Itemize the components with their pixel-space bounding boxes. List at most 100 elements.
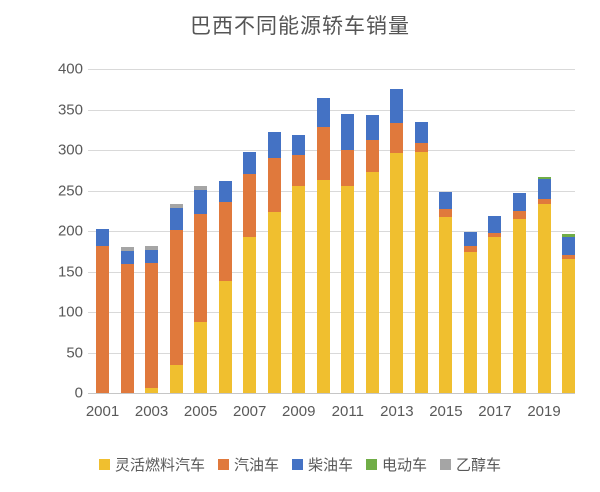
y-axis-label-200: 200	[57, 222, 83, 240]
y-axis-label-400: 400	[57, 60, 83, 78]
bar-segment-gasoline	[562, 254, 576, 259]
bar-2015	[439, 192, 453, 393]
bar-segment-diesel	[390, 89, 404, 124]
bar-segment-flex-fuel	[316, 179, 330, 393]
y-axis-label-50: 50	[66, 344, 83, 361]
bar-segment-gasoline	[218, 201, 232, 282]
gridline-y-400	[88, 69, 575, 70]
bar-2012	[365, 115, 379, 393]
bar-segment-flex-fuel	[145, 388, 159, 393]
bar-segment-gasoline	[145, 262, 159, 389]
bar-segment-gasoline	[169, 230, 183, 366]
x-axis-label-2019: 2019	[527, 403, 561, 420]
bar-segment-diesel	[243, 151, 257, 175]
legend: 灵活燃料汽车 汽油车 柴油车 电动车 乙醇车	[0, 454, 600, 475]
bar-segment-diesel	[120, 251, 134, 265]
legend-item-gasoline: 汽油车	[217, 454, 279, 475]
bar-segment-diesel	[169, 208, 183, 231]
bar-2004	[169, 204, 183, 393]
bar-2007	[243, 151, 257, 393]
bar-segment-gasoline	[513, 210, 526, 219]
bar-segment-gasoline	[488, 233, 502, 238]
legend-item-ethanol: 乙醇车	[440, 454, 501, 475]
bar-segment-flex-fuel	[169, 365, 183, 393]
gridline-y-50	[88, 352, 575, 354]
bar-segment-flex-fuel	[292, 185, 306, 393]
legend-swatch-flex-fuel	[98, 459, 110, 470]
bar-segment-gasoline	[365, 140, 379, 172]
bar-segment-electric	[537, 176, 551, 180]
legend-label-gasoline: 汽油车	[233, 457, 279, 474]
bar-segment-diesel	[194, 189, 208, 215]
gridline-y-350	[88, 109, 575, 111]
gridline-y-300	[88, 150, 575, 151]
bar-segment-gasoline	[341, 150, 355, 187]
bar-segment-ethanol	[194, 186, 208, 190]
bar-segment-flex-fuel	[488, 237, 502, 393]
bar-2009	[292, 135, 306, 393]
bar-segment-gasoline	[267, 158, 281, 212]
bar-segment-flex-fuel	[194, 321, 208, 393]
bar-2018	[513, 192, 526, 393]
bar-segment-diesel	[96, 229, 109, 247]
bar-2005	[194, 186, 208, 393]
bar-segment-diesel	[145, 249, 159, 263]
bar-segment-diesel	[267, 132, 281, 159]
bar-2019	[537, 176, 551, 393]
bar-2014	[414, 122, 428, 393]
x-axis-label-2005: 2005	[183, 403, 218, 420]
x-axis-label-2017: 2017	[478, 403, 512, 420]
plot-area	[88, 69, 576, 394]
bar-segment-gasoline	[414, 142, 428, 152]
bar-segment-ethanol	[145, 245, 159, 250]
bar-segment-flex-fuel	[267, 211, 281, 393]
gridline-y-250	[88, 190, 575, 192]
bar-segment-flex-fuel	[390, 153, 404, 393]
bar-2001	[96, 229, 109, 393]
bar-segment-gasoline	[243, 174, 257, 237]
gridline-y-200	[88, 231, 575, 232]
bar-2002	[120, 247, 134, 393]
y-axis-label-100: 100	[57, 303, 83, 321]
x-axis-label-2009: 2009	[282, 403, 316, 420]
bar-2016	[463, 231, 477, 393]
bar-segment-diesel	[562, 236, 576, 255]
bar-segment-diesel	[439, 192, 453, 210]
bar-segment-ethanol	[120, 247, 134, 252]
bar-segment-flex-fuel	[218, 281, 232, 393]
y-axis-label-350: 350	[57, 101, 83, 118]
gridline-y-150	[88, 271, 575, 273]
x-axis-label-2013: 2013	[380, 403, 414, 420]
bar-segment-gasoline	[120, 264, 134, 393]
y-axis-label-150: 150	[57, 263, 83, 280]
bar-segment-flex-fuel	[365, 171, 379, 393]
bar-2011	[341, 113, 355, 393]
bar-segment-electric	[562, 234, 576, 237]
bar-segment-gasoline	[316, 126, 330, 180]
legend-swatch-diesel	[291, 459, 303, 470]
bar-segment-ethanol	[169, 204, 183, 209]
bar-segment-flex-fuel	[414, 151, 428, 393]
bar-segment-diesel	[341, 113, 355, 151]
bar-segment-gasoline	[537, 198, 551, 205]
bar-2013	[390, 89, 404, 393]
bar-segment-diesel	[513, 192, 526, 211]
x-axis-label-2011: 2011	[331, 403, 364, 420]
bar-segment-diesel	[292, 135, 306, 155]
bar-2006	[218, 180, 232, 393]
bar-segment-flex-fuel	[537, 204, 551, 393]
bar-segment-diesel	[463, 231, 477, 247]
bar-segment-flex-fuel	[463, 252, 477, 393]
bar-segment-gasoline	[96, 246, 109, 393]
bar-segment-gasoline	[390, 123, 404, 154]
x-axis-label-2015: 2015	[429, 403, 463, 420]
y-axis-label-300: 300	[57, 141, 83, 159]
bar-segment-flex-fuel	[439, 217, 453, 393]
legend-item-flex-fuel: 灵活燃料汽车	[98, 454, 205, 475]
bar-segment-flex-fuel	[513, 218, 526, 393]
bar-segment-gasoline	[439, 209, 453, 218]
legend-label-electric: 电动车	[382, 457, 428, 474]
bar-segment-diesel	[414, 122, 428, 143]
bar-segment-diesel	[537, 179, 551, 199]
